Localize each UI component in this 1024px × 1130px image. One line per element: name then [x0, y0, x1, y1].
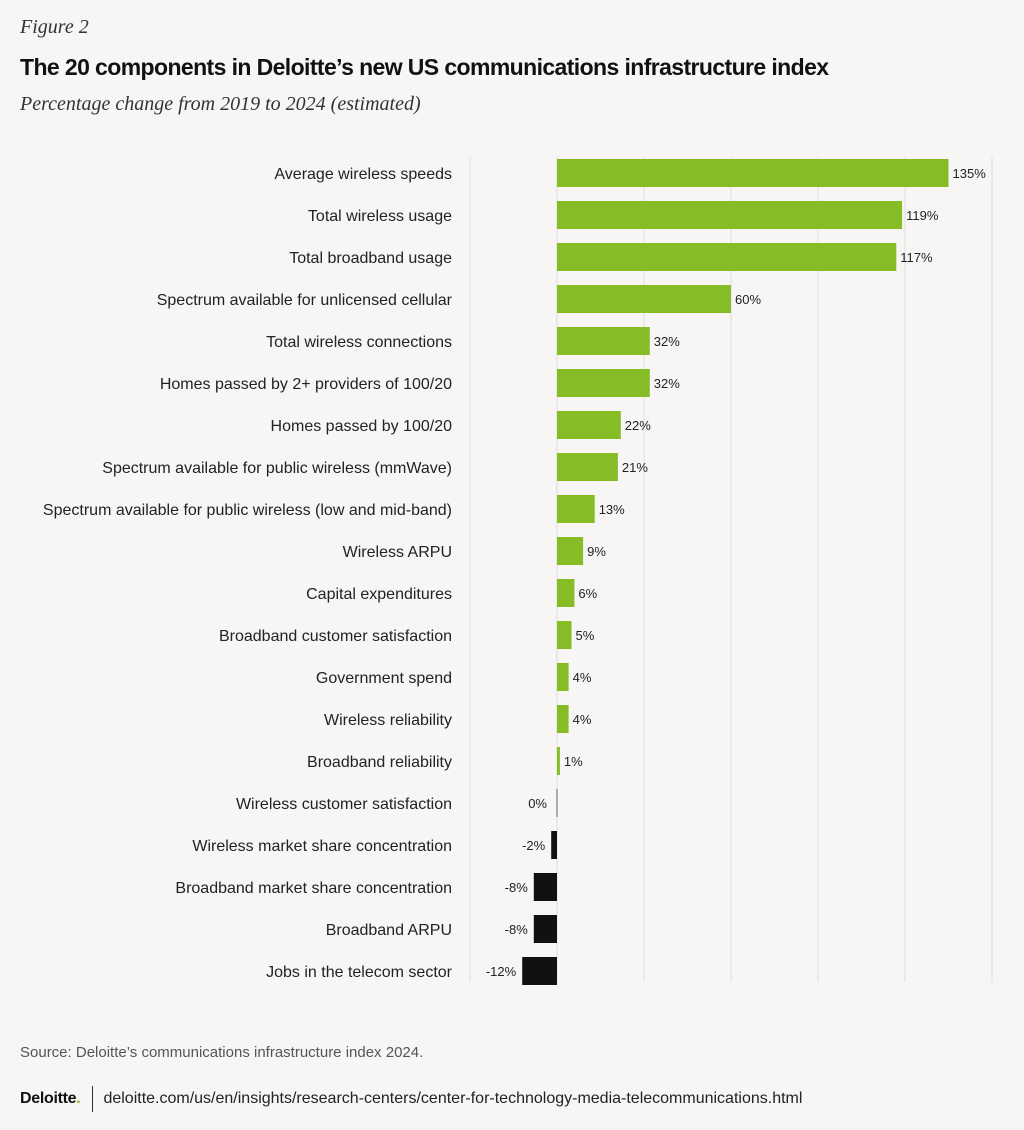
category-label: Capital expenditures — [306, 586, 452, 603]
bar — [533, 873, 557, 901]
bar — [557, 327, 650, 355]
category-label: Broadband customer satisfaction — [219, 628, 452, 645]
value-label: 0% — [528, 796, 547, 811]
bar — [557, 285, 731, 313]
value-label: 6% — [578, 586, 597, 601]
value-label: 4% — [573, 712, 592, 727]
value-label: 135% — [953, 166, 987, 181]
category-label: Total broadband usage — [289, 250, 452, 267]
value-label: -12% — [486, 964, 517, 979]
category-label: Wireless reliability — [324, 712, 452, 729]
value-label: -8% — [505, 880, 529, 895]
value-label: 22% — [625, 418, 651, 433]
category-label: Spectrum available for public wireless (… — [43, 502, 452, 519]
category-label: Jobs in the telecom sector — [266, 964, 453, 981]
category-label: Wireless customer satisfaction — [236, 796, 452, 813]
value-label: 1% — [564, 754, 583, 769]
category-label: Homes passed by 100/20 — [271, 418, 453, 435]
bar — [557, 495, 595, 523]
footer-url-link[interactable]: deloitte.com/us/en/insights/research-cen… — [103, 1090, 803, 1107]
category-label: Total wireless connections — [266, 334, 452, 351]
value-label: 13% — [599, 502, 625, 517]
value-label: -8% — [505, 922, 529, 937]
value-label: 117% — [900, 250, 933, 265]
value-label: 60% — [735, 292, 761, 307]
bar — [557, 747, 560, 775]
bar — [557, 453, 618, 481]
chart-subtitle: Percentage change from 2019 to 2024 (est… — [20, 93, 421, 115]
bar — [557, 663, 569, 691]
category-label: Homes passed by 2+ providers of 100/20 — [160, 376, 452, 393]
footer-divider — [92, 1086, 94, 1112]
bar — [557, 579, 575, 607]
category-label: Broadband ARPU — [326, 922, 452, 939]
category-label: Spectrum available for public wireless (… — [102, 460, 452, 477]
value-label: 4% — [573, 670, 592, 685]
category-label: Spectrum available for unlicensed cellul… — [157, 292, 453, 309]
category-label: Wireless market share concentration — [192, 838, 452, 855]
bar — [533, 915, 557, 943]
bar — [557, 411, 621, 439]
value-label: -2% — [522, 838, 546, 853]
value-label: 32% — [654, 376, 680, 391]
bar — [557, 201, 903, 229]
value-label: 21% — [622, 460, 648, 475]
deloitte-logo[interactable]: Deloitte. — [20, 1090, 81, 1107]
category-label: Broadband market share concentration — [175, 880, 452, 897]
bar — [557, 621, 572, 649]
value-label: 9% — [587, 544, 606, 559]
category-label: Wireless ARPU — [343, 544, 452, 561]
bar — [557, 369, 650, 397]
value-label: 119% — [906, 208, 939, 223]
figure-label: Figure 2 — [20, 16, 89, 38]
value-label: 5% — [576, 628, 595, 643]
bar — [556, 789, 558, 817]
value-label: 32% — [654, 334, 680, 349]
bar — [551, 831, 557, 859]
footer: Deloitte. deloitte.com/us/en/insights/re… — [20, 1086, 802, 1112]
category-label: Broadband reliability — [307, 754, 452, 771]
category-label: Average wireless speeds — [274, 166, 452, 183]
category-label: Total wireless usage — [308, 208, 452, 225]
bar — [557, 705, 569, 733]
bar — [557, 159, 949, 187]
chart-title: The 20 components in Deloitte’s new US c… — [20, 54, 829, 80]
source-note: Source: Deloitte’s communications infras… — [20, 1044, 424, 1061]
bar-chart: Average wireless speeds 135% Total wireles… — [43, 157, 993, 985]
bar — [522, 957, 557, 985]
category-label: Government spend — [316, 670, 452, 687]
bar — [557, 537, 584, 565]
bar — [557, 243, 897, 271]
